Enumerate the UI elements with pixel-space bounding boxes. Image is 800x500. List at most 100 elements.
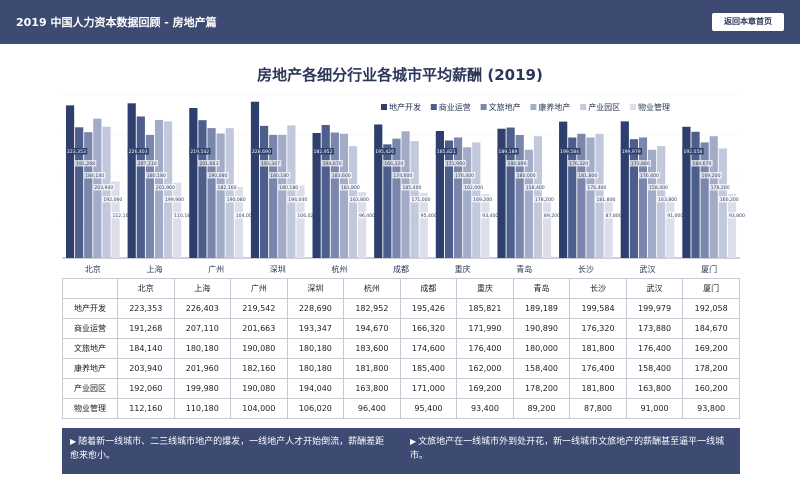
table-cell: 207,110: [173, 318, 232, 339]
back-to-chapter-button[interactable]: 返回本章首页: [712, 13, 784, 31]
bar-label-bg: [164, 196, 186, 203]
table-column-header: 深圳: [286, 278, 345, 299]
bar-4-2: [225, 128, 234, 258]
table-cell: 158,400: [625, 358, 684, 379]
bar-value-label: 181,800: [341, 185, 360, 191]
bar-label-bg: [682, 148, 704, 155]
x-tick-label: 成都: [393, 264, 409, 274]
table-column-header: 青岛: [512, 278, 571, 299]
bar-0-3: [250, 101, 260, 258]
bar-1-0: [75, 127, 84, 258]
bar-value-label: 96,400: [359, 213, 375, 219]
bar-label-bg: [497, 148, 519, 155]
bar-4-3: [287, 125, 296, 258]
bar-value-label: 104,000: [236, 213, 255, 219]
bar-label-bg: [225, 196, 247, 203]
bar-0-5: [374, 124, 383, 259]
table-cell: 182,160: [230, 358, 288, 379]
bar-2-8: [577, 133, 586, 258]
bar-5-5: [419, 192, 428, 258]
bar-value-label: 163,800: [350, 197, 369, 203]
bar-label-bg: [374, 148, 396, 155]
bar-value-label: 190,080: [208, 173, 227, 179]
bar-value-label: 181,800: [578, 173, 597, 179]
bar-3-4: [339, 133, 349, 258]
note-arrow-icon: ▶: [410, 437, 417, 446]
bar-1-9: [629, 139, 638, 258]
bar-0-1: [127, 103, 136, 258]
table-cell: 112,160: [117, 398, 175, 419]
bar-value-label: 178,200: [711, 185, 730, 191]
x-tick-label: 北京: [85, 264, 101, 274]
table-column-header: 成都: [399, 278, 458, 299]
x-tick-label: 重庆: [455, 264, 471, 274]
bar-value-label: 180,180: [147, 173, 166, 179]
bar-label-bg: [629, 160, 652, 167]
table-cell: 181,800: [343, 358, 401, 379]
bar-0-6: [435, 131, 444, 258]
bar-label-bg: [250, 148, 273, 155]
bar-5-9: [666, 195, 675, 258]
table-cell: 194,040: [286, 378, 345, 399]
bar-value-label: 184,670: [692, 161, 711, 167]
table-cell: 192,060: [117, 378, 175, 399]
bar-2-2: [207, 128, 216, 258]
table-cell: 158,400: [512, 358, 571, 379]
table-cell: 184,140: [117, 338, 175, 359]
bar-3-2: [216, 133, 225, 258]
bar-3-8: [586, 137, 595, 258]
bar-1-7: [506, 127, 515, 258]
bar-label-bg: [419, 212, 439, 219]
bar-label-bg: [463, 184, 485, 191]
bar-label-bg: [127, 148, 149, 155]
table-cell: 199,979: [625, 298, 684, 319]
table-cell: 184,670: [682, 318, 740, 339]
bar-label-bg: [234, 212, 256, 219]
bar-value-label: 184,140: [85, 173, 104, 179]
bar-value-label: 219,542: [190, 149, 209, 155]
table-row-label: 文旅地产: [62, 338, 118, 359]
table-cell: 162,000: [456, 358, 514, 379]
table-cell: 169,200: [456, 378, 514, 399]
bar-label-bg: [435, 148, 458, 155]
bar-5-1: [173, 182, 182, 258]
bar-value-label: 185,400: [402, 185, 421, 191]
bar-4-10: [718, 148, 727, 258]
table-cell: 199,584: [569, 298, 627, 319]
bar-label-bg: [189, 148, 211, 155]
table-cell: 171,000: [399, 378, 458, 399]
legend-label: 商业运营: [439, 102, 471, 112]
legend-swatch: [580, 104, 587, 110]
bar-value-label: 183,600: [332, 173, 351, 179]
table-column-header: 杭州: [343, 278, 401, 299]
table-column-header: 广州: [230, 278, 288, 299]
legend-swatch: [381, 104, 387, 110]
chart-title: 房地产各细分行业各城市平均薪酬 (2019): [257, 66, 543, 84]
bar-value-label: 106,020: [297, 213, 316, 219]
table-column-header: 长沙: [569, 278, 627, 299]
table-cell: 219,542: [230, 298, 288, 319]
table-cell: 201,663: [230, 318, 288, 339]
bar-1-8: [568, 137, 577, 258]
bar-label-bg: [638, 172, 661, 179]
bar-label-bg: [173, 212, 195, 219]
bar-value-label: 176,400: [587, 185, 606, 191]
bar-3-3: [278, 134, 287, 258]
bar-value-label: 166,320: [384, 161, 403, 167]
bar-chart: 223,353 191,268 184,140 203,940 192,060 112,1…: [62, 93, 747, 274]
bar-label-bg: [515, 172, 537, 179]
table-cell: 93,800: [682, 398, 740, 419]
bar-label-bg: [524, 184, 546, 191]
bar-value-label: 191,268: [76, 161, 95, 167]
bar-value-label: 91,000: [667, 213, 683, 219]
bar-0-7: [497, 128, 506, 258]
table-cell: 203,940: [117, 358, 175, 379]
bar-label-bg: [154, 184, 177, 191]
table-cell: 181,800: [569, 338, 627, 359]
bar-label-bg: [65, 148, 88, 155]
notes-panel: ▶ 随着新一线城市、二三线城市地产的爆发，一线地产人才开始倒流，薪酬差距愈来愈小。…: [62, 428, 740, 474]
bar-label-bg: [604, 212, 624, 219]
bar-value-label: 171,990: [446, 161, 465, 167]
table-cell: 201,960: [173, 358, 232, 379]
bar-0-8: [559, 121, 568, 258]
